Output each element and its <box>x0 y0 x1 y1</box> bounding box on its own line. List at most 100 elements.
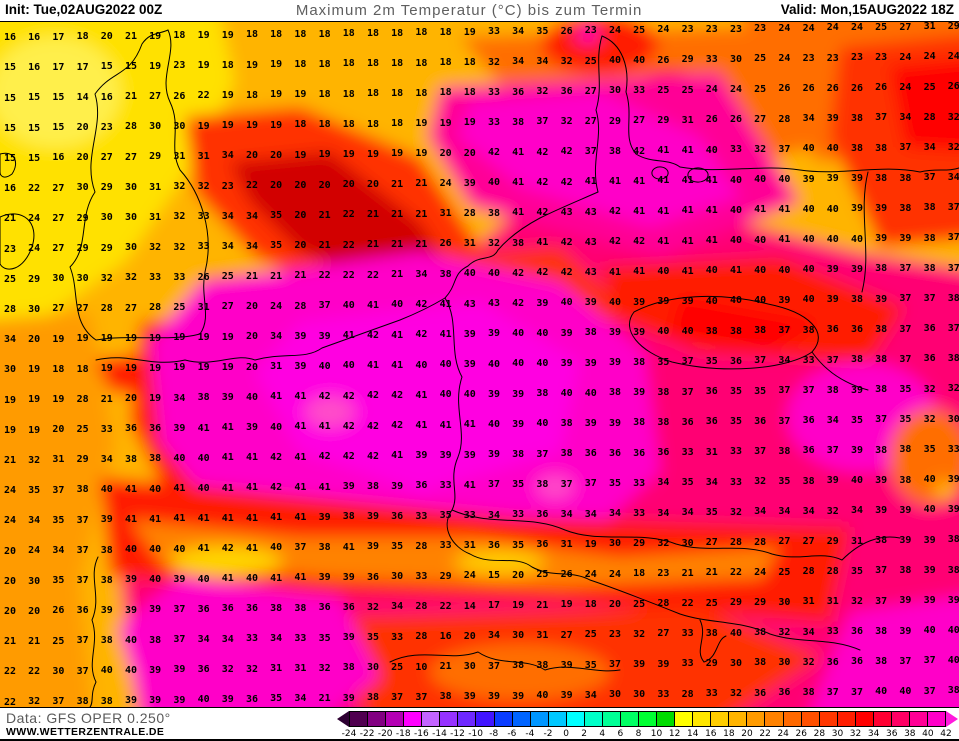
grid-temperature-value: 38 <box>439 691 452 703</box>
grid-temperature-value: 16 <box>100 91 113 103</box>
grid-temperature-value: 31 <box>270 361 283 373</box>
grid-temperature-value: 24 <box>923 51 936 63</box>
grid-temperature-value: 25 <box>705 597 718 609</box>
grid-temperature-value: 36 <box>657 447 670 459</box>
grid-temperature-value: 31 <box>52 454 65 466</box>
grid-temperature-value: 39 <box>463 177 476 189</box>
grid-temperature-value: 15 <box>3 122 17 134</box>
grid-temperature-value: 39 <box>487 328 501 340</box>
grid-temperature-value: 36 <box>487 539 501 551</box>
grid-temperature-value: 34 <box>802 113 815 125</box>
grid-temperature-value: 20 <box>366 178 380 190</box>
grid-temperature-value: 37 <box>754 446 767 458</box>
grid-temperature-value: 35 <box>391 541 404 553</box>
grid-temperature-value: 41 <box>318 421 331 433</box>
grid-temperature-value: 38 <box>875 656 888 668</box>
grid-temperature-value: 40 <box>899 685 912 697</box>
grid-temperature-value: 37 <box>560 478 573 490</box>
grid-temperature-value: 20 <box>245 331 259 343</box>
grid-temperature-value: 38 <box>76 484 89 496</box>
grid-temperature-value: 31 <box>536 629 549 641</box>
grid-temperature-value: 21 <box>3 455 17 467</box>
grid-temperature-value: 38 <box>875 354 888 366</box>
grid-temperature-value: 35 <box>608 478 622 490</box>
grid-temperature-value: 34 <box>681 507 694 519</box>
grid-temperature-value: 24 <box>899 51 912 63</box>
grid-temperature-value: 39 <box>584 297 597 309</box>
grid-temperature-value: 16 <box>3 183 17 195</box>
grid-temperature-value: 33 <box>729 144 743 156</box>
grid-temperature-value: 19 <box>52 394 65 406</box>
grid-temperature-value: 33 <box>415 570 428 582</box>
grid-temperature-value: 32 <box>487 237 501 249</box>
grid-temperature-value: 21 <box>270 270 283 282</box>
grid-temperature-value: 39 <box>487 388 501 400</box>
grid-temperature-value: 15 <box>124 61 138 73</box>
grid-temperature-value: 32 <box>366 601 380 613</box>
grid-temperature-value: 21 <box>3 636 17 648</box>
grid-temperature-value: 40 <box>342 300 355 311</box>
grid-temperature-value: 34 <box>802 626 815 638</box>
grid-temperature-value: 26 <box>729 114 743 126</box>
grid-temperature-value: 39 <box>584 417 597 429</box>
grid-temperature-value: 19 <box>584 538 597 550</box>
grid-temperature-value: 29 <box>729 597 743 609</box>
grid-temperature-value: 18 <box>270 29 283 41</box>
grid-temperature-value: 21 <box>536 599 549 611</box>
grid-temperature-value: 39 <box>366 511 380 523</box>
grid-temperature-value: 41 <box>754 204 767 216</box>
grid-temperature-value: 34 <box>850 505 864 517</box>
grid-temperature-value: 39 <box>875 233 888 245</box>
grid-temperature-value: 34 <box>28 515 41 527</box>
grid-temperature-value: 29 <box>681 54 694 66</box>
grid-temperature-value: 37 <box>826 686 839 698</box>
grid-temperature-value: 15 <box>3 153 17 165</box>
grid-temperature-value: 37 <box>923 293 936 305</box>
map-title: Maximum 2m Temperatur (°C) bis zum Termi… <box>295 2 643 19</box>
grid-temperature-value: 29 <box>28 273 41 285</box>
grid-temperature-value: 28 <box>124 121 138 133</box>
grid-temperature-value: 28 <box>3 304 17 316</box>
grid-temperature-value: 30 <box>149 121 162 133</box>
grid-temperature-value: 38 <box>608 387 622 399</box>
grid-temperature-value: 39 <box>633 326 646 338</box>
grid-temperature-value: 40 <box>270 542 283 554</box>
grid-temperature-value: 40 <box>318 360 331 372</box>
grid-temperature-value: 31 <box>463 540 476 552</box>
grid-temperature-value: 34 <box>391 601 404 613</box>
grid-temperature-value: 22 <box>28 666 41 678</box>
grid-temperature-value: 19 <box>366 148 380 160</box>
grid-temperature-value: 31 <box>705 446 718 458</box>
grid-temperature-value: 42 <box>366 450 380 462</box>
grid-temperature-value: 36 <box>923 353 936 365</box>
grid-temperature-value: 19 <box>270 89 283 101</box>
grid-temperature-value: 38 <box>875 444 888 456</box>
grid-temperature-value: 32 <box>197 180 210 192</box>
grid-temperature-value: 27 <box>124 151 138 163</box>
grid-temperature-value: 35 <box>850 414 864 426</box>
grid-temperature-value: 20 <box>245 361 259 373</box>
grid-temperature-value: 40 <box>487 419 501 431</box>
grid-temperature-value: 34 <box>245 210 259 222</box>
grid-temperature-value: 38 <box>923 232 936 244</box>
grid-temperature-value: 21 <box>391 239 404 251</box>
grid-temperature-value: 32 <box>850 595 864 607</box>
grid-temperature-value: 34 <box>52 545 65 557</box>
grid-temperature-value: 17 <box>76 61 89 73</box>
grid-temperature-value: 37 <box>487 660 501 672</box>
grid-temperature-value: 30 <box>608 85 622 97</box>
grid-temperature-value: 26 <box>560 25 573 37</box>
grid-temperature-value: 21 <box>28 635 41 647</box>
grid-temperature-value: 18 <box>318 119 331 131</box>
grid-temperature-value: 41 <box>778 234 791 246</box>
grid-temperature-value: 19 <box>76 333 89 345</box>
grid-temperature-value: 27 <box>802 536 815 548</box>
grid-temperature-value: 42 <box>342 451 355 462</box>
grid-temperature-value: 36 <box>245 693 259 705</box>
grid-temperature-value: 37 <box>875 565 888 577</box>
grid-temperature-value: 42 <box>608 236 622 248</box>
grid-temperature-value: 10 <box>415 661 428 673</box>
grid-temperature-value: 16 <box>3 32 17 44</box>
grid-temperature-value: 40 <box>802 234 815 246</box>
grid-temperature-value: 42 <box>608 206 622 218</box>
